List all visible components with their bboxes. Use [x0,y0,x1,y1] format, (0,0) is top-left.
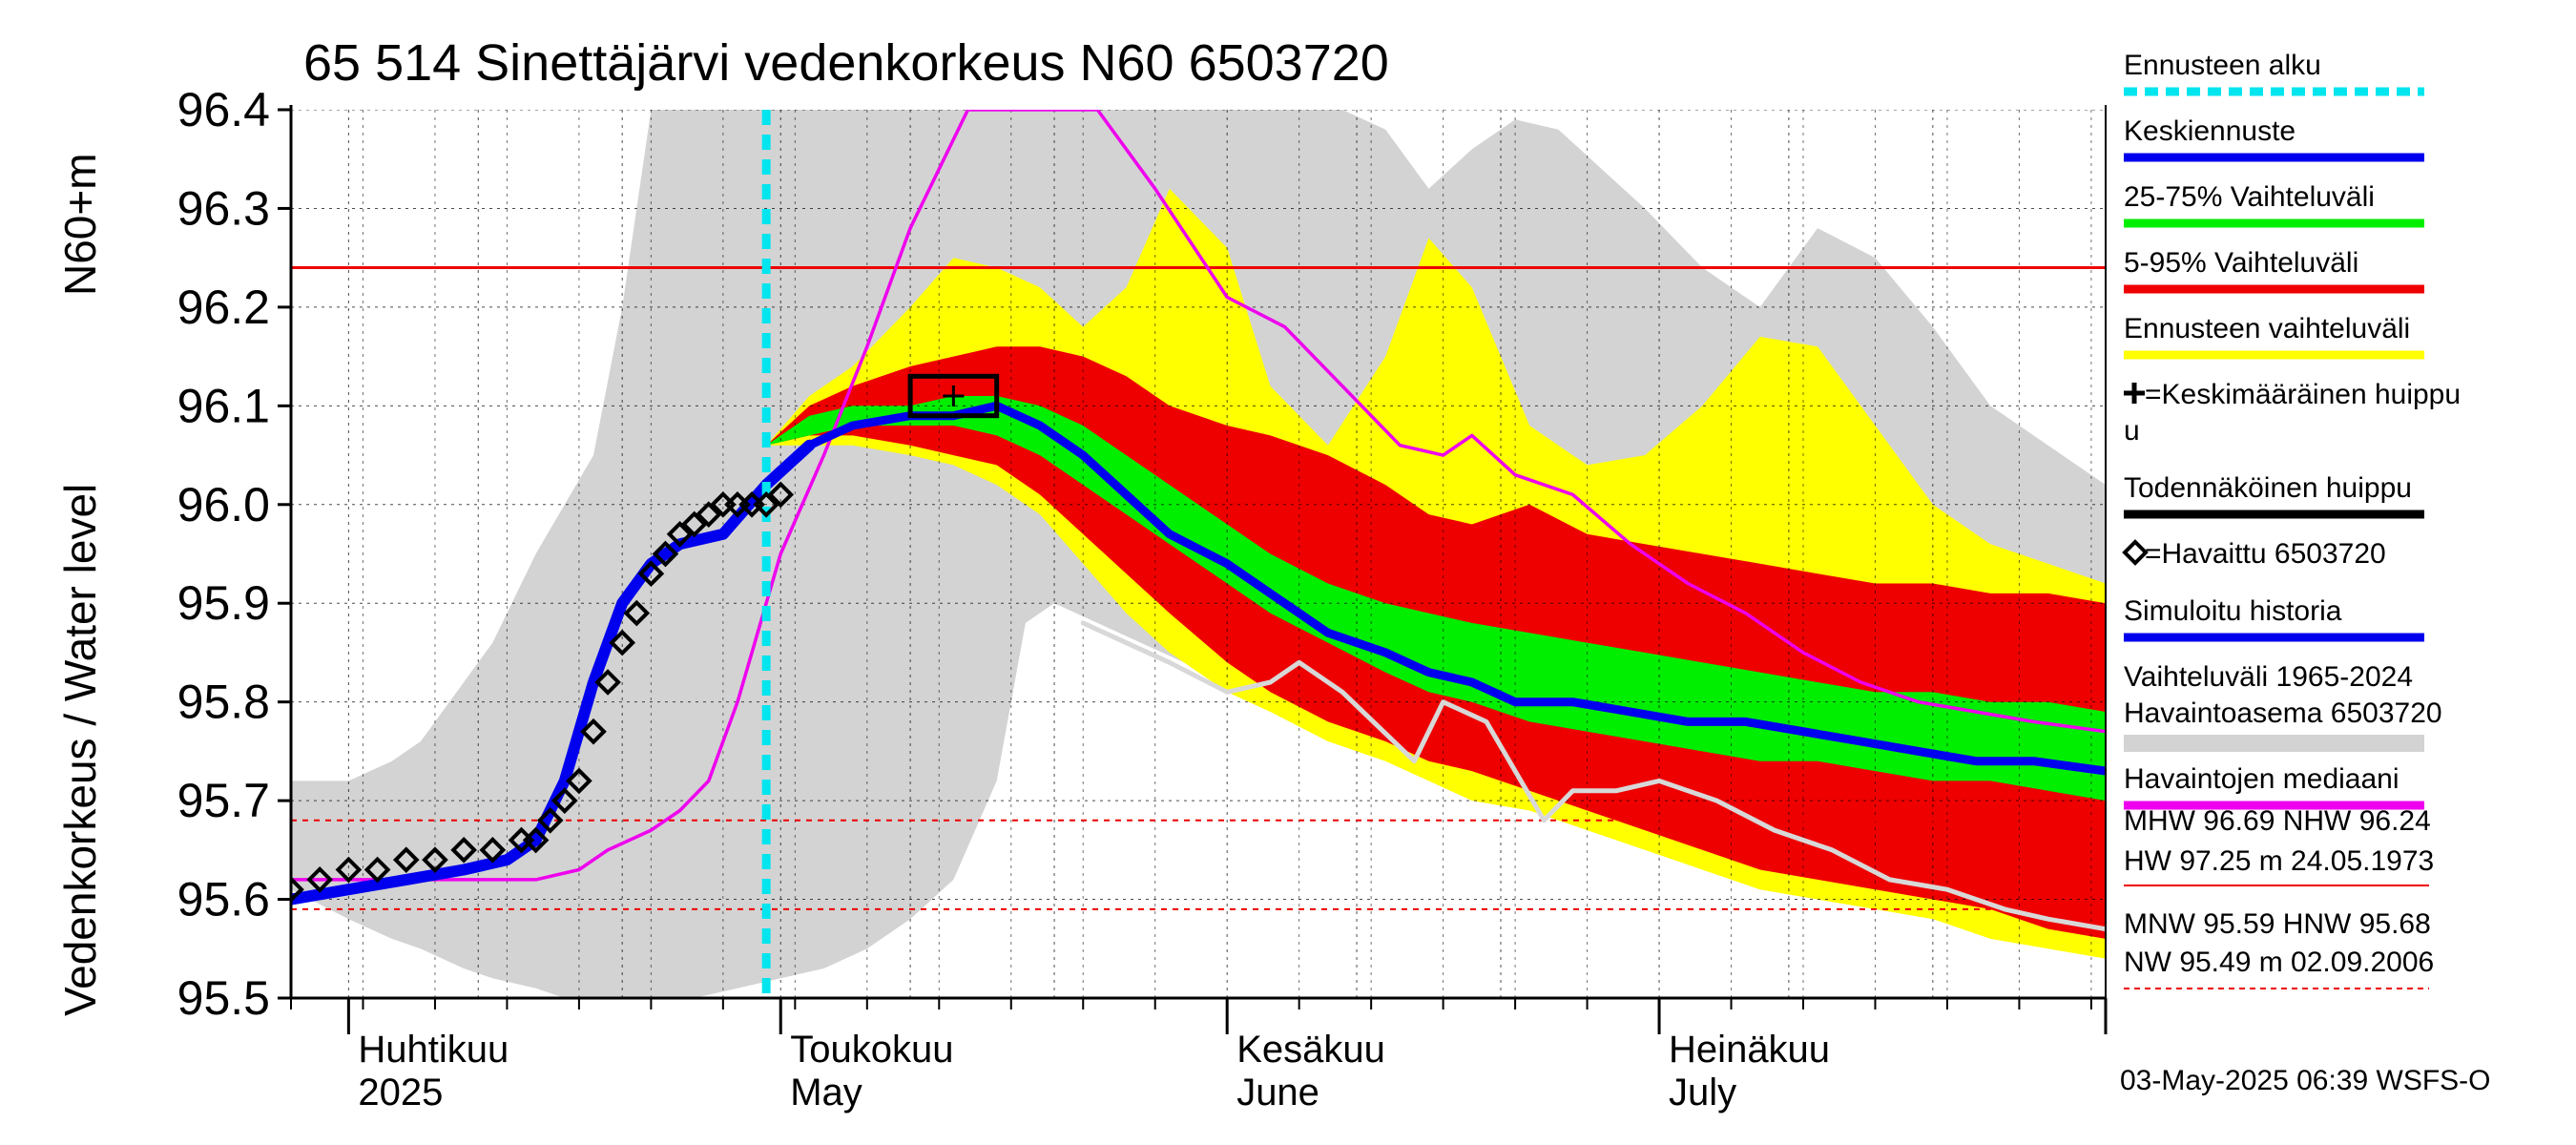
observed-point [522,826,550,854]
mean-peak-marker [943,385,965,406]
y-tick-label: 95.7 [177,774,270,827]
stats-hw: HW 97.25 m 24.05.1973 [2124,845,2434,877]
observed-point [536,806,564,834]
observed-point [335,856,363,884]
median-line [291,110,2106,882]
legend: Ennusteen alku Keskiennuste 25-75% Vaihtel… [2122,50,2461,989]
observed-point [306,866,334,893]
y-tick-label: 96.0 [177,478,270,531]
legend-label: Todennäköinen huippu [2124,472,2412,504]
y-tick-label: 95.6 [177,873,270,926]
legend-label: Ennusteen vaihteluväli [2124,313,2410,344]
observed-point [364,856,391,884]
observed-point [566,767,592,795]
legend-label: 25-75% Vaihteluväli [2124,181,2375,213]
observed-point [680,510,708,538]
observed-point [695,501,722,528]
timestamp-footer: 03-May-2025 06:39 WSFS-O [2120,1065,2491,1096]
observed-point [652,540,679,568]
legend-label: Vaihteluväli 1965-2024 [2124,661,2413,693]
legend-label: Keskiennuste [2124,115,2296,147]
observed-point [609,629,636,656]
chart-title: 65 514 Sinettäjärvi vedenkorkeus N60 650… [303,34,1389,92]
month-label-en: June [1236,1072,1319,1114]
observed-point [594,669,621,696]
legend-label: Simuloitu historia [2124,595,2342,627]
legend-label-wrap: u [2124,415,2140,447]
y-axis-label: Vedenkorkeus / Water level [55,484,105,1016]
month-label-en: July [1669,1072,1736,1114]
observed-point [551,787,578,814]
probable-peak-box [907,373,1000,419]
y-axis-unit: N60+m [55,153,105,296]
y-tick-label: 96.4 [177,83,270,136]
observed-point [291,876,304,904]
legend-plus-icon [2124,383,2145,404]
month-label: Heinäkuu [1669,1029,1830,1071]
plot-area: 95.5 95.6 95.7 95.8 95.9 96.0 96.1 96.2 96.3 96.4… [177,83,2108,1114]
legend-label: 5-95% Vaihteluväli [2124,247,2358,279]
y-tick-label: 95.8 [177,676,270,729]
stats-mnw: MNW 95.59 HNW 95.68 [2124,908,2431,940]
observed-point [450,837,477,864]
median-history-line [1080,620,2106,932]
legend-label: =Keskimääräinen huippu [2145,379,2461,410]
month-label: Kesäkuu [1236,1029,1385,1071]
legend-label-line2: Havaintoasema 6503720 [2124,697,2442,729]
month-label: Huhtikuu [358,1029,509,1071]
legend-label: Havaintojen mediaani [2124,763,2399,795]
observed-point [392,846,420,874]
observed-point [767,481,795,509]
y-tick-label: 96.3 [177,181,270,235]
observed-point [637,560,665,588]
y-tick-label: 95.5 [177,971,270,1025]
observed-point [666,520,694,548]
y-tick-label: 96.1 [177,379,270,432]
legend-diamond-icon [2122,539,2149,566]
simulated-history-line [291,439,816,906]
month-label-en: May [790,1072,862,1114]
month-label: Toukokuu [790,1029,953,1071]
stats-mhw: MHW 96.69 NHW 96.24 [2124,805,2431,837]
legend-label: =Havaittu 6503720 [2145,538,2386,570]
observed-point [580,718,607,745]
observed-point [623,599,651,627]
y-tick-label: 96.2 [177,281,270,334]
stats-nw: NW 95.49 m 02.09.2006 [2124,947,2434,978]
month-label-en: 2025 [358,1072,443,1114]
observed-point [753,490,779,518]
forecast-mean-line [804,401,2106,776]
plot-series [291,110,2106,998]
observed-point [422,846,448,874]
observed-point [479,837,507,864]
band-25-75 [766,396,2106,802]
legend-label: Ennusteen alku [2124,50,2321,81]
y-tick-label: 95.9 [177,576,270,630]
